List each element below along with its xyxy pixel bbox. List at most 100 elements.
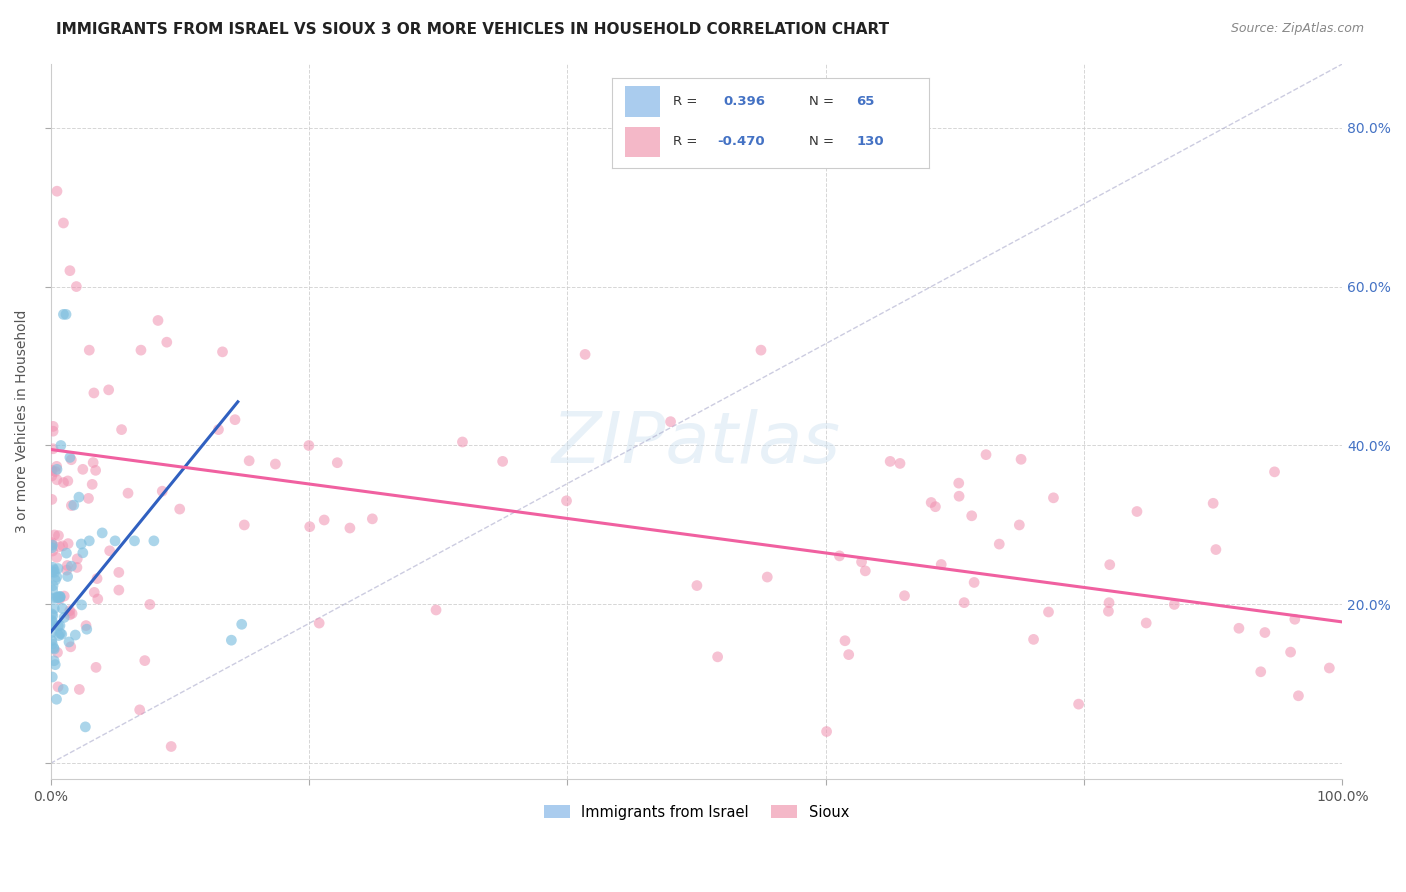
- Point: [1067, 697, 1090, 711]
- Point: [77, 533, 100, 548]
- Point: [55, 307, 77, 321]
- Point: [1098, 596, 1121, 610]
- Point: [42, 442, 65, 456]
- Point: [59, 640, 82, 654]
- Point: [238, 454, 260, 468]
- Point: [83, 585, 105, 599]
- Point: [77, 491, 100, 506]
- Point: [128, 703, 150, 717]
- Point: [60, 452, 83, 467]
- Point: [41, 541, 63, 555]
- Point: [60, 607, 83, 621]
- Point: [924, 500, 946, 514]
- Point: [41, 614, 63, 628]
- Point: [207, 423, 229, 437]
- Point: [815, 724, 838, 739]
- Point: [49, 626, 72, 640]
- Point: [298, 438, 321, 452]
- Point: [49, 590, 72, 604]
- Point: [948, 489, 970, 503]
- Point: [41, 560, 63, 574]
- Point: [84, 660, 107, 674]
- Point: [889, 457, 911, 471]
- Point: [59, 607, 82, 622]
- Point: [42, 579, 65, 593]
- Point: [41, 591, 63, 606]
- Point: [574, 347, 596, 361]
- Point: [72, 462, 94, 476]
- Point: [91, 525, 114, 540]
- Point: [41, 535, 63, 549]
- Point: [60, 559, 83, 574]
- Point: [41, 607, 63, 621]
- Point: [46, 561, 69, 575]
- Point: [41, 670, 63, 684]
- Point: [77, 343, 100, 358]
- Point: [988, 537, 1011, 551]
- Point: [66, 560, 89, 574]
- Point: [1098, 558, 1121, 572]
- Point: [82, 477, 104, 491]
- Point: [1010, 452, 1032, 467]
- Point: [42, 563, 65, 577]
- Point: [233, 518, 256, 533]
- Point: [59, 263, 82, 277]
- Point: [146, 313, 169, 327]
- Point: [224, 412, 246, 426]
- Y-axis label: 3 or more Vehicles in Household: 3 or more Vehicles in Household: [15, 310, 30, 533]
- Point: [45, 591, 67, 605]
- Point: [70, 598, 93, 612]
- Point: [1263, 465, 1285, 479]
- Point: [66, 551, 89, 566]
- Point: [83, 386, 105, 401]
- Point: [58, 635, 80, 649]
- Point: [60, 499, 83, 513]
- Point: [1097, 604, 1119, 618]
- Point: [67, 682, 90, 697]
- Point: [879, 454, 901, 468]
- Point: [41, 544, 63, 558]
- Point: [55, 563, 77, 577]
- Point: [828, 549, 851, 563]
- Point: [659, 415, 682, 429]
- Point: [48, 591, 70, 606]
- Point: [974, 448, 997, 462]
- Point: [46, 591, 69, 605]
- Point: [48, 528, 70, 542]
- Point: [134, 654, 156, 668]
- Point: [44, 566, 66, 580]
- Point: [97, 383, 120, 397]
- Point: [1008, 518, 1031, 533]
- Point: [76, 622, 98, 636]
- Point: [52, 307, 75, 321]
- Point: [87, 591, 110, 606]
- Point: [44, 528, 66, 542]
- Point: [117, 486, 139, 500]
- Point: [84, 463, 107, 477]
- Point: [42, 640, 65, 655]
- Point: [1163, 598, 1185, 612]
- Point: [45, 570, 67, 584]
- Point: [49, 591, 72, 605]
- Point: [51, 627, 73, 641]
- Point: [41, 625, 63, 640]
- Point: [86, 572, 108, 586]
- Point: [41, 618, 63, 632]
- Point: [1317, 661, 1340, 675]
- Point: [948, 476, 970, 491]
- Point: [929, 558, 952, 572]
- Point: [211, 344, 233, 359]
- Point: [851, 555, 873, 569]
- Point: [41, 565, 63, 579]
- Point: [52, 682, 75, 697]
- Point: [49, 590, 72, 604]
- Point: [42, 419, 65, 434]
- Point: [82, 456, 104, 470]
- Point: [425, 603, 447, 617]
- Point: [1254, 625, 1277, 640]
- Point: [44, 642, 66, 657]
- Point: [41, 492, 63, 507]
- Point: [686, 578, 709, 592]
- Point: [1038, 605, 1060, 619]
- Point: [1286, 689, 1309, 703]
